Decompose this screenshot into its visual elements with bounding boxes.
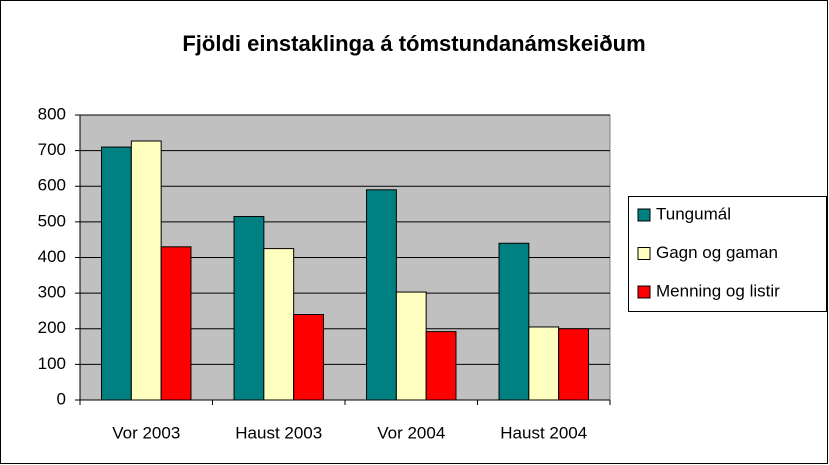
y-tick-label: 100 (38, 354, 66, 373)
y-tick-label: 500 (38, 211, 66, 230)
x-tick-label: Vor 2003 (112, 423, 180, 442)
bar (366, 189, 397, 401)
y-tick-label: 800 (38, 104, 66, 123)
y-tick-label: 0 (57, 389, 66, 408)
y-tick-label: 300 (38, 283, 66, 302)
bar (233, 216, 265, 401)
bar (130, 140, 162, 401)
legend-swatch (637, 247, 651, 260)
bar (101, 146, 132, 401)
bar (528, 326, 560, 401)
x-tick-label: Haust 2003 (235, 423, 322, 442)
y-tick-label: 600 (38, 176, 66, 195)
bar (558, 328, 589, 401)
chart-title: Fjöldi einstaklinga á tómstundanámskeiðu… (182, 31, 645, 56)
legend-label: Tungumál (656, 204, 731, 223)
legend-label: Gagn og gaman (656, 243, 778, 262)
y-tick-label: 400 (38, 247, 66, 266)
bar (425, 331, 457, 401)
bar (293, 314, 324, 401)
bar (263, 248, 295, 401)
legend-label: Menning og listir (656, 281, 780, 300)
y-tick-label: 200 (38, 318, 66, 337)
bar (395, 291, 427, 401)
bar (160, 246, 192, 401)
legend-swatch (637, 208, 651, 222)
bar (498, 242, 530, 401)
x-tick-label: Haust 2004 (500, 423, 587, 442)
y-tick-label: 700 (38, 140, 66, 159)
legend-box (628, 196, 827, 312)
x-tick-label: Vor 2004 (377, 423, 445, 442)
legend-swatch (637, 285, 651, 299)
